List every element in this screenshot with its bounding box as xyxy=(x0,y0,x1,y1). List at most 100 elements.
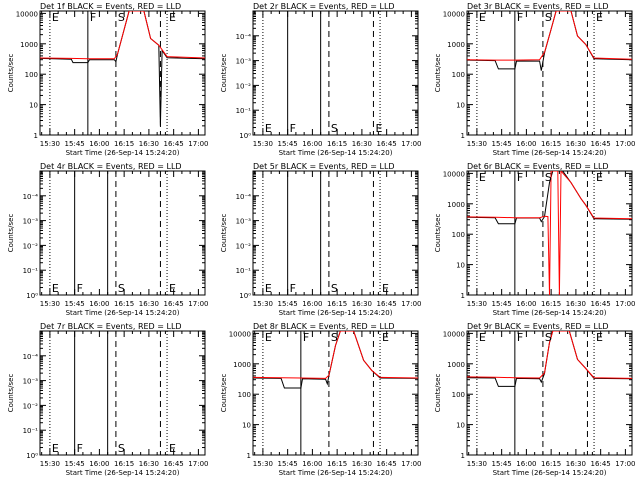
x-tick-label: 16:15 xyxy=(541,140,561,148)
event-marker-label: E xyxy=(382,331,389,344)
x-tick-label: 16:00 xyxy=(89,300,109,308)
y-tick-label: 10 xyxy=(456,422,465,430)
x-tick-label: 16:00 xyxy=(516,300,536,308)
x-tick-label: 16:30 xyxy=(566,460,586,468)
panel-title: Det 5r BLACK = Events, RED = LLD xyxy=(253,162,395,171)
y-tick-label: 10⁻² xyxy=(236,82,252,90)
y-tick-label: 10⁻³ xyxy=(23,378,39,386)
y-tick-label: 10⁻² xyxy=(23,402,39,410)
x-tick-label: 16:00 xyxy=(89,460,109,468)
event-marker-label: F xyxy=(77,282,83,295)
event-marker-label: S xyxy=(118,282,125,295)
y-tick-label: 10⁻¹ xyxy=(236,267,252,275)
x-tick-label: 15:45 xyxy=(278,460,298,468)
detector-panel: 1 10 100 1000 10000 15:30 15:45 16:00 16:15 16:30… xyxy=(434,162,635,317)
x-tick-label: 17:00 xyxy=(401,300,421,308)
event-marker-label: E xyxy=(479,171,486,184)
y-axis-label: Counts/sec xyxy=(434,214,442,253)
event-marker-label: E xyxy=(52,282,59,295)
x-axis-label: Start Time (26-Sep-14 15:24:20) xyxy=(66,149,180,157)
y-tick-label: 10 xyxy=(456,102,465,110)
x-tick-label: 16:45 xyxy=(164,300,184,308)
x-tick-label: 16:30 xyxy=(139,460,159,468)
event-marker-label: E xyxy=(596,171,603,184)
lld-series-line xyxy=(40,11,205,60)
x-axis-label: Start Time (26-Sep-14 15:24:20) xyxy=(493,309,607,317)
x-tick-label: 16:30 xyxy=(352,140,372,148)
panel-title: Det 7r BLACK = Events, RED = LLD xyxy=(40,322,182,331)
y-tick-label: 1000 xyxy=(447,41,465,49)
x-tick-label: 16:00 xyxy=(516,460,536,468)
panel-title: Det 2r BLACK = Events, RED = LLD xyxy=(253,2,395,11)
y-axis-label: Counts/sec xyxy=(434,374,442,413)
plot-frame xyxy=(252,330,419,456)
x-tick-label: 16:30 xyxy=(139,300,159,308)
detector-panel: 1 10 100 1000 10000 15:30 15:45 16:00 16:15 16:30… xyxy=(434,2,635,157)
y-tick-label: 10⁻⁴ xyxy=(236,193,252,201)
x-tick-label: 17:00 xyxy=(615,460,635,468)
y-tick-label: 10⁰ xyxy=(26,452,38,460)
x-tick-label: 17:00 xyxy=(615,140,635,148)
x-tick-label: 15:30 xyxy=(40,460,60,468)
x-tick-label: 17:00 xyxy=(401,460,421,468)
x-tick-label: 17:00 xyxy=(615,300,635,308)
x-tick-label: 15:30 xyxy=(40,300,60,308)
y-tick-label: 10⁻¹ xyxy=(23,267,39,275)
event-marker-label: F xyxy=(290,122,296,135)
panel-title: Det 4r BLACK = Events, RED = LLD xyxy=(40,162,182,171)
panel-title: Det 9r BLACK = Events, RED = LLD xyxy=(467,322,609,331)
event-marker-label: E xyxy=(169,11,176,24)
y-tick-label: 10000 xyxy=(443,330,465,338)
x-tick-label: 16:15 xyxy=(327,300,347,308)
y-tick-label: 100 xyxy=(452,391,465,399)
y-axis-label: Counts/sec xyxy=(220,54,228,93)
event-marker-label: F xyxy=(90,11,96,24)
x-tick-label: 17:00 xyxy=(188,460,208,468)
y-tick-label: 10⁻¹ xyxy=(236,107,252,115)
y-tick-label: 10000 xyxy=(16,10,38,18)
x-tick-label: 16:15 xyxy=(114,460,134,468)
event-marker-label: E xyxy=(169,282,176,295)
event-marker-label: E xyxy=(479,331,486,344)
x-tick-label: 15:30 xyxy=(253,140,273,148)
x-tick-label: 16:45 xyxy=(164,140,184,148)
x-tick-label: 16:45 xyxy=(591,460,611,468)
y-tick-label: 10 xyxy=(456,262,465,270)
event-marker-label: S xyxy=(545,171,552,184)
x-tick-label: 16:30 xyxy=(139,140,159,148)
x-tick-label: 15:30 xyxy=(253,460,273,468)
x-axis-label: Start Time (26-Sep-14 15:24:20) xyxy=(279,149,393,157)
detector-panel: 10⁰ 10⁻¹ 10⁻² 10⁻³ 10⁻⁴ 15:30 15:45 16:00 16:15 1… xyxy=(7,162,208,317)
event-marker-label: F xyxy=(303,331,309,344)
y-tick-label: 10⁻³ xyxy=(23,218,39,226)
event-marker-label: E xyxy=(265,122,272,135)
lld-series-line xyxy=(253,331,418,379)
x-axis-label: Start Time (26-Sep-14 15:24:20) xyxy=(66,469,180,477)
y-tick-label: 10⁻³ xyxy=(236,58,252,66)
y-tick-label: 100 xyxy=(452,71,465,79)
x-tick-label: 16:45 xyxy=(377,460,397,468)
y-tick-label: 1 xyxy=(247,452,251,460)
panel-title: Det 3r BLACK = Events, RED = LLD xyxy=(467,2,609,11)
y-tick-label: 10000 xyxy=(443,170,465,178)
x-tick-label: 15:45 xyxy=(65,300,85,308)
y-tick-label: 10⁰ xyxy=(26,292,38,300)
panel-title: Det 6r BLACK = Events, RED = LLD xyxy=(467,162,609,171)
y-tick-label: 1 xyxy=(461,452,465,460)
x-tick-label: 16:30 xyxy=(352,460,372,468)
x-tick-label: 16:00 xyxy=(302,300,322,308)
x-tick-label: 16:45 xyxy=(164,460,184,468)
y-tick-label: 10⁰ xyxy=(239,132,251,140)
detector-panel: 10⁰ 10⁻¹ 10⁻² 10⁻³ 10⁻⁴ 15:30 15:45 16:00 16:15 1… xyxy=(220,2,421,157)
event-marker-label: E xyxy=(596,331,603,344)
y-tick-label: 100 xyxy=(238,391,251,399)
x-axis-label: Start Time (26-Sep-14 15:24:20) xyxy=(493,469,607,477)
event-marker-label: S xyxy=(545,331,552,344)
x-tick-label: 16:15 xyxy=(114,300,134,308)
event-marker-label: S xyxy=(118,11,125,24)
x-tick-label: 16:15 xyxy=(327,140,347,148)
y-tick-label: 1 xyxy=(34,132,38,140)
event-marker-label: E xyxy=(265,331,272,344)
plot-frame xyxy=(466,330,633,456)
